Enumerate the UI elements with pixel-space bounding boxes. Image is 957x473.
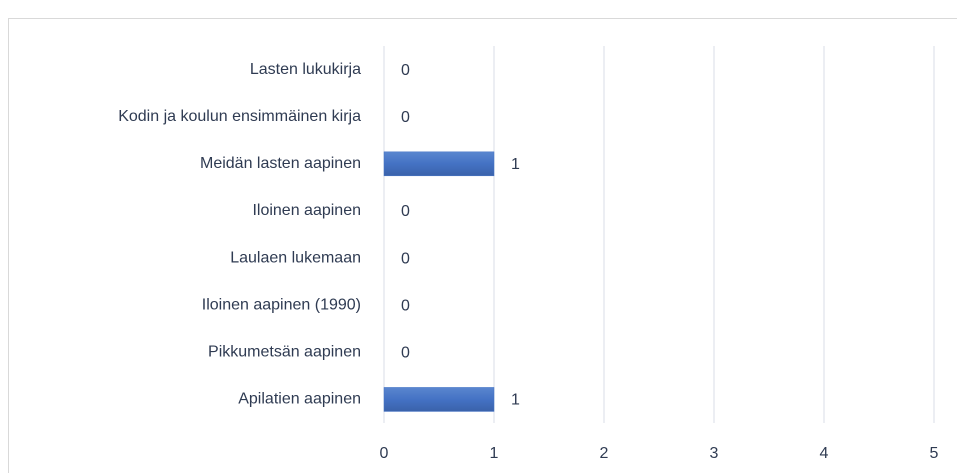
data-label: 0	[401, 62, 410, 79]
y-tick-label: Laulaen lukemaan	[230, 249, 361, 266]
y-tick-label: Lasten lukukirja	[250, 61, 361, 78]
data-label: 0	[401, 297, 410, 314]
data-label: 0	[401, 203, 410, 220]
x-tick-label: 4	[820, 445, 829, 462]
data-label: 1	[511, 392, 520, 409]
x-tick-label: 0	[380, 445, 389, 462]
y-tick-label: Pikkumetsän aapinen	[208, 344, 361, 361]
bar	[383, 387, 495, 412]
data-label: 0	[401, 250, 410, 267]
x-tick-label: 1	[490, 445, 499, 462]
data-label: 0	[401, 109, 410, 126]
y-tick-label: Kodin ja koulun ensimmäinen kirja	[118, 108, 361, 125]
x-tick-label: 2	[600, 445, 609, 462]
y-tick-label: Apilatien aapinen	[238, 391, 361, 408]
x-tick-label: 3	[710, 445, 719, 462]
data-label: 0	[401, 345, 410, 362]
y-tick-label: Meidän lasten aapinen	[200, 155, 361, 172]
chart-frame	[8, 18, 957, 473]
x-tick-label: 5	[930, 445, 939, 462]
data-label: 1	[511, 156, 520, 173]
y-tick-label: Iloinen aapinen (1990)	[202, 296, 361, 313]
y-tick-label: Iloinen aapinen	[252, 202, 361, 219]
bar	[383, 151, 495, 177]
